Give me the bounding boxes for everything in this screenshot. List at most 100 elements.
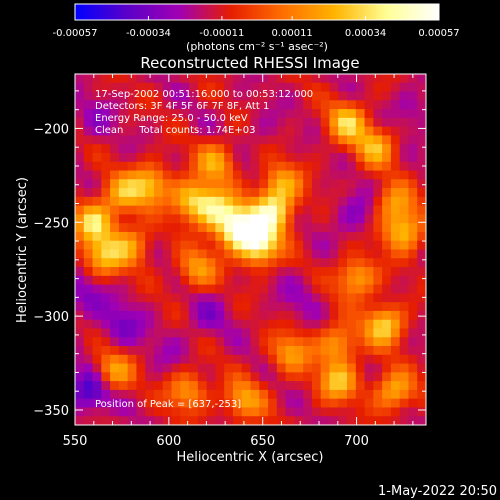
heatmap-cell [162, 346, 173, 356]
heatmap-cell [408, 205, 418, 216]
heatmap-cell [329, 231, 339, 242]
heatmap-cell [180, 258, 190, 268]
heatmap-cell [355, 161, 366, 172]
heatmap-cell [276, 293, 287, 303]
heatmap-cell [101, 293, 111, 303]
heatmap-cell [382, 310, 392, 321]
heatmap-cell [355, 398, 366, 409]
heatmap-cell [118, 82, 129, 93]
heatmap-cell [215, 319, 225, 330]
heatmap-cell [259, 82, 269, 93]
heatmap-cell [259, 302, 269, 312]
heatmap-cell [285, 328, 295, 338]
heatmap-cell [153, 249, 164, 259]
heatmap-cell [303, 91, 313, 101]
heatmap-cell [83, 126, 94, 137]
heatmap-cell [399, 407, 410, 417]
heatmap-cell [373, 152, 383, 163]
heatmap-cell [189, 337, 199, 347]
heatmap-cell [232, 231, 243, 242]
heatmap-cell [92, 275, 102, 286]
heatmap-cell [215, 196, 225, 207]
heatmap-cell [136, 196, 146, 207]
heatmap-cell [347, 74, 357, 84]
heatmap-cell [92, 161, 102, 172]
heatmap-cell [311, 126, 322, 137]
heatmap-cell [347, 337, 357, 347]
heatmap-cell [224, 354, 234, 365]
heatmap-cell [417, 389, 426, 400]
heatmap-cell [145, 319, 155, 330]
heatmap-cell [311, 354, 322, 365]
heatmap-cell [268, 302, 278, 312]
colorbar [74, 3, 440, 21]
heatmap-cell [215, 161, 225, 172]
heatmap-cell [329, 91, 339, 101]
heatmap-cell [136, 91, 146, 101]
heatmap-cell [294, 223, 304, 233]
heatmap-cell [320, 152, 331, 163]
heatmap-cell [206, 231, 217, 242]
heatmap-cell [355, 328, 366, 338]
heatmap-cell [241, 135, 252, 145]
heatmap-cell [215, 372, 225, 382]
heatmap-cell [294, 74, 304, 84]
heatmap-cell [347, 126, 357, 137]
heatmap-cell [364, 152, 374, 163]
heatmap-cell [373, 267, 383, 277]
heatmap-cell [303, 258, 313, 268]
heatmap-cell [92, 231, 102, 242]
heatmap-cell [276, 275, 287, 286]
heatmap-cell [232, 170, 243, 180]
heatmap-cell [355, 126, 366, 137]
heatmap-cell [189, 407, 199, 417]
heatmap-cell [136, 126, 146, 137]
heatmap-cell [285, 302, 295, 312]
heatmap-cell [110, 82, 120, 93]
heatmap-cell [268, 293, 278, 303]
heatmap-cell [417, 161, 426, 172]
heatmap-cell [268, 179, 278, 189]
heatmap-cell [83, 346, 94, 356]
heatmap-cell [390, 109, 401, 119]
heatmap-cell [224, 249, 234, 259]
heatmap-cell [232, 117, 243, 128]
heatmap-cell [347, 205, 357, 216]
heatmap-cell [232, 337, 243, 347]
heatmap-cell [162, 354, 173, 365]
heatmap-cell [364, 267, 374, 277]
heatmap-cell [311, 196, 322, 207]
heatmap-cell [118, 319, 129, 330]
heatmap-cell [364, 161, 374, 172]
heatmap-cell [355, 363, 366, 373]
heatmap-cell [294, 372, 304, 382]
heatmap-cell [338, 319, 348, 330]
heatmap-cell [189, 249, 199, 259]
heatmap-cell [145, 346, 155, 356]
heatmap-cell [347, 179, 357, 189]
heatmap-cell [364, 372, 374, 382]
heatmap-cell [294, 416, 304, 425]
heatmap-cell [241, 109, 252, 119]
heatmap-cell [118, 214, 129, 224]
heatmap-cell [399, 144, 410, 154]
heatmap-cell [285, 381, 295, 391]
heatmap-cell [329, 144, 339, 154]
heatmap-cell [101, 117, 111, 128]
heatmap-cell [153, 214, 164, 224]
heatmap-cell [311, 231, 322, 242]
heatmap-cell [276, 389, 287, 400]
heatmap-cell [110, 275, 120, 286]
heatmap-cell [373, 284, 383, 294]
heatmap-cell [311, 258, 322, 268]
heatmap-cell [206, 258, 217, 268]
heatmap-cell [417, 196, 426, 207]
heatmap-cell [285, 170, 295, 180]
heatmap-cell [320, 372, 331, 382]
heatmap-cell [320, 258, 331, 268]
heatmap-cell [276, 310, 287, 321]
heatmap-cell [399, 249, 410, 259]
heatmap-cell [127, 82, 138, 93]
heatmap-cell [364, 346, 374, 356]
heatmap-cell [127, 100, 138, 110]
